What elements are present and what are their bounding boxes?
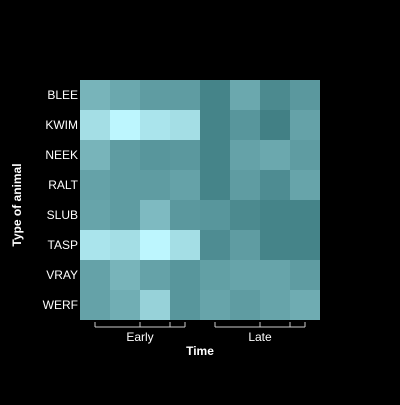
heatmap-cell-neek-8: [290, 140, 320, 170]
heatmap-cell-ralt-7: [260, 170, 290, 200]
heatmap-cell-tasp-4: [170, 230, 200, 260]
y-axis-label: Type of animal: [10, 163, 24, 246]
heatmap-cell-tasp-7: [260, 230, 290, 260]
heatmap-cell-tasp-2: [110, 230, 140, 260]
heatmap-cell-werf-7: [260, 290, 290, 320]
heatmap-cell-vray-1: [80, 260, 110, 290]
heatmap-cell-neek-1: [80, 140, 110, 170]
heatmap-cell-slub-8: [290, 200, 320, 230]
heatmap-cell-slub-3: [140, 200, 170, 230]
heatmap-cell-blee-8: [290, 80, 320, 110]
heatmap-cell-slub-1: [80, 200, 110, 230]
row-label-werf: WERF: [43, 298, 78, 312]
column-group-label-late: Late: [248, 330, 272, 344]
heatmap-cell-vray-8: [290, 260, 320, 290]
column-group-brackets: Early Late: [94, 322, 306, 344]
heatmap-cell-vray-3: [140, 260, 170, 290]
heatmap-cell-vray-6: [230, 260, 260, 290]
heatmap-cell-kwim-6: [230, 110, 260, 140]
row-label-tasp: TASP: [48, 238, 78, 252]
heatmap-cell-werf-2: [110, 290, 140, 320]
heatmap-cell-werf-3: [140, 290, 170, 320]
heatmap-cell-neek-3: [140, 140, 170, 170]
heatmap-cell-slub-4: [170, 200, 200, 230]
heatmap-cell-werf-8: [290, 290, 320, 320]
row-label-neek: NEEK: [45, 148, 78, 162]
heatmap-cell-slub-6: [230, 200, 260, 230]
heatmap-cell-slub-2: [110, 200, 140, 230]
row-label-vray: VRAY: [46, 268, 78, 282]
heatmap-cell-vray-2: [110, 260, 140, 290]
heatmap-cell-ralt-8: [290, 170, 320, 200]
row-labels: BLEE KWIM NEEK RALT SLUB TASP VRAY WERF: [43, 88, 79, 312]
heatmap-cell-vray-5: [200, 260, 230, 290]
heatmap-cell-werf-5: [200, 290, 230, 320]
x-axis-label: Time: [186, 344, 214, 358]
heatmap-cell-neek-4: [170, 140, 200, 170]
column-group-label-early: Early: [126, 330, 153, 344]
heatmap-cell-tasp-5: [200, 230, 230, 260]
heatmap-cell-ralt-6: [230, 170, 260, 200]
heatmap-cell-kwim-8: [290, 110, 320, 140]
heatmap-cell-blee-5: [200, 80, 230, 110]
heatmap-cell-blee-7: [260, 80, 290, 110]
heatmap-cell-ralt-5: [200, 170, 230, 200]
row-label-ralt: RALT: [48, 178, 78, 192]
heatmap-cell-slub-5: [200, 200, 230, 230]
heatmap-cell-blee-2: [110, 80, 140, 110]
heatmap-cell-blee-6: [230, 80, 260, 110]
heatmap-cell-neek-7: [260, 140, 290, 170]
heatmap-cell-neek-5: [200, 140, 230, 170]
heatmap-cell-kwim-3: [140, 110, 170, 140]
heatmap-cell-kwim-2: [110, 110, 140, 140]
heatmap-cell-tasp-8: [290, 230, 320, 260]
heatmap-cell-slub-7: [260, 200, 290, 230]
heatmap-cell-neek-6: [230, 140, 260, 170]
heatmap-cell-tasp-3: [140, 230, 170, 260]
heatmap-cell-werf-1: [80, 290, 110, 320]
heatmap-cell-ralt-3: [140, 170, 170, 200]
heatmap-cell-tasp-1: [80, 230, 110, 260]
heatmap-cells: [80, 80, 320, 320]
heatmap-cell-werf-6: [230, 290, 260, 320]
row-label-kwim: KWIM: [45, 118, 78, 132]
heatmap-cell-neek-2: [110, 140, 140, 170]
heatmap-cell-blee-4: [170, 80, 200, 110]
heatmap-cell-kwim-7: [260, 110, 290, 140]
heatmap-cell-ralt-1: [80, 170, 110, 200]
heatmap-cell-tasp-6: [230, 230, 260, 260]
row-label-blee: BLEE: [47, 88, 78, 102]
heatmap-cell-vray-7: [260, 260, 290, 290]
heatmap-cell-ralt-2: [110, 170, 140, 200]
heatmap-cell-ralt-4: [170, 170, 200, 200]
heatmap-cell-vray-4: [170, 260, 200, 290]
heatmap-cell-kwim-4: [170, 110, 200, 140]
heatmap-cell-blee-1: [80, 80, 110, 110]
heatmap-cell-werf-4: [170, 290, 200, 320]
row-label-slub: SLUB: [47, 208, 78, 222]
heatmap-cell-blee-3: [140, 80, 170, 110]
heatmap-cell-kwim-1: [80, 110, 110, 140]
heatmap-cell-kwim-5: [200, 110, 230, 140]
